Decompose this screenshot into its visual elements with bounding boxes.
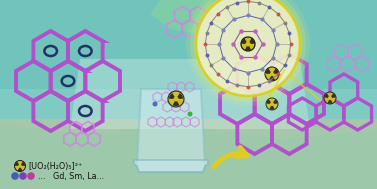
Circle shape [324,92,336,104]
Wedge shape [267,99,272,104]
Wedge shape [248,39,254,44]
Circle shape [245,42,250,46]
Circle shape [27,172,35,180]
Wedge shape [20,162,25,166]
Wedge shape [242,39,248,44]
Circle shape [19,172,27,180]
FancyArrowPatch shape [214,147,247,167]
Polygon shape [0,89,377,139]
Wedge shape [272,99,277,104]
Polygon shape [137,89,205,172]
Polygon shape [70,59,310,129]
Wedge shape [173,99,179,106]
Circle shape [194,0,302,98]
Circle shape [190,0,306,102]
Wedge shape [270,104,274,109]
Wedge shape [18,166,22,171]
Wedge shape [176,93,183,99]
Wedge shape [328,98,333,104]
Wedge shape [265,69,272,74]
Wedge shape [330,93,336,98]
Polygon shape [134,160,208,172]
Wedge shape [269,74,275,81]
Text: [UO₂(H₂O)₅]²⁺: [UO₂(H₂O)₅]²⁺ [28,161,82,170]
Wedge shape [169,93,176,99]
Wedge shape [15,162,20,166]
Polygon shape [0,119,377,189]
Circle shape [266,98,278,110]
Text: ...   Gd, Sm, La...: ... Gd, Sm, La... [38,171,104,180]
Circle shape [14,160,26,171]
Circle shape [270,102,274,106]
Circle shape [173,97,178,101]
Circle shape [178,99,182,105]
Wedge shape [272,69,279,74]
Wedge shape [245,44,251,50]
Circle shape [265,67,279,81]
Circle shape [196,0,300,96]
Circle shape [186,0,310,106]
Circle shape [18,164,22,168]
Wedge shape [325,93,330,98]
Circle shape [153,101,158,106]
Circle shape [241,37,255,51]
Circle shape [328,96,332,100]
Polygon shape [150,0,230,34]
Circle shape [270,72,274,76]
Circle shape [11,172,19,180]
Polygon shape [0,0,377,89]
Circle shape [168,91,184,107]
Circle shape [187,112,193,116]
